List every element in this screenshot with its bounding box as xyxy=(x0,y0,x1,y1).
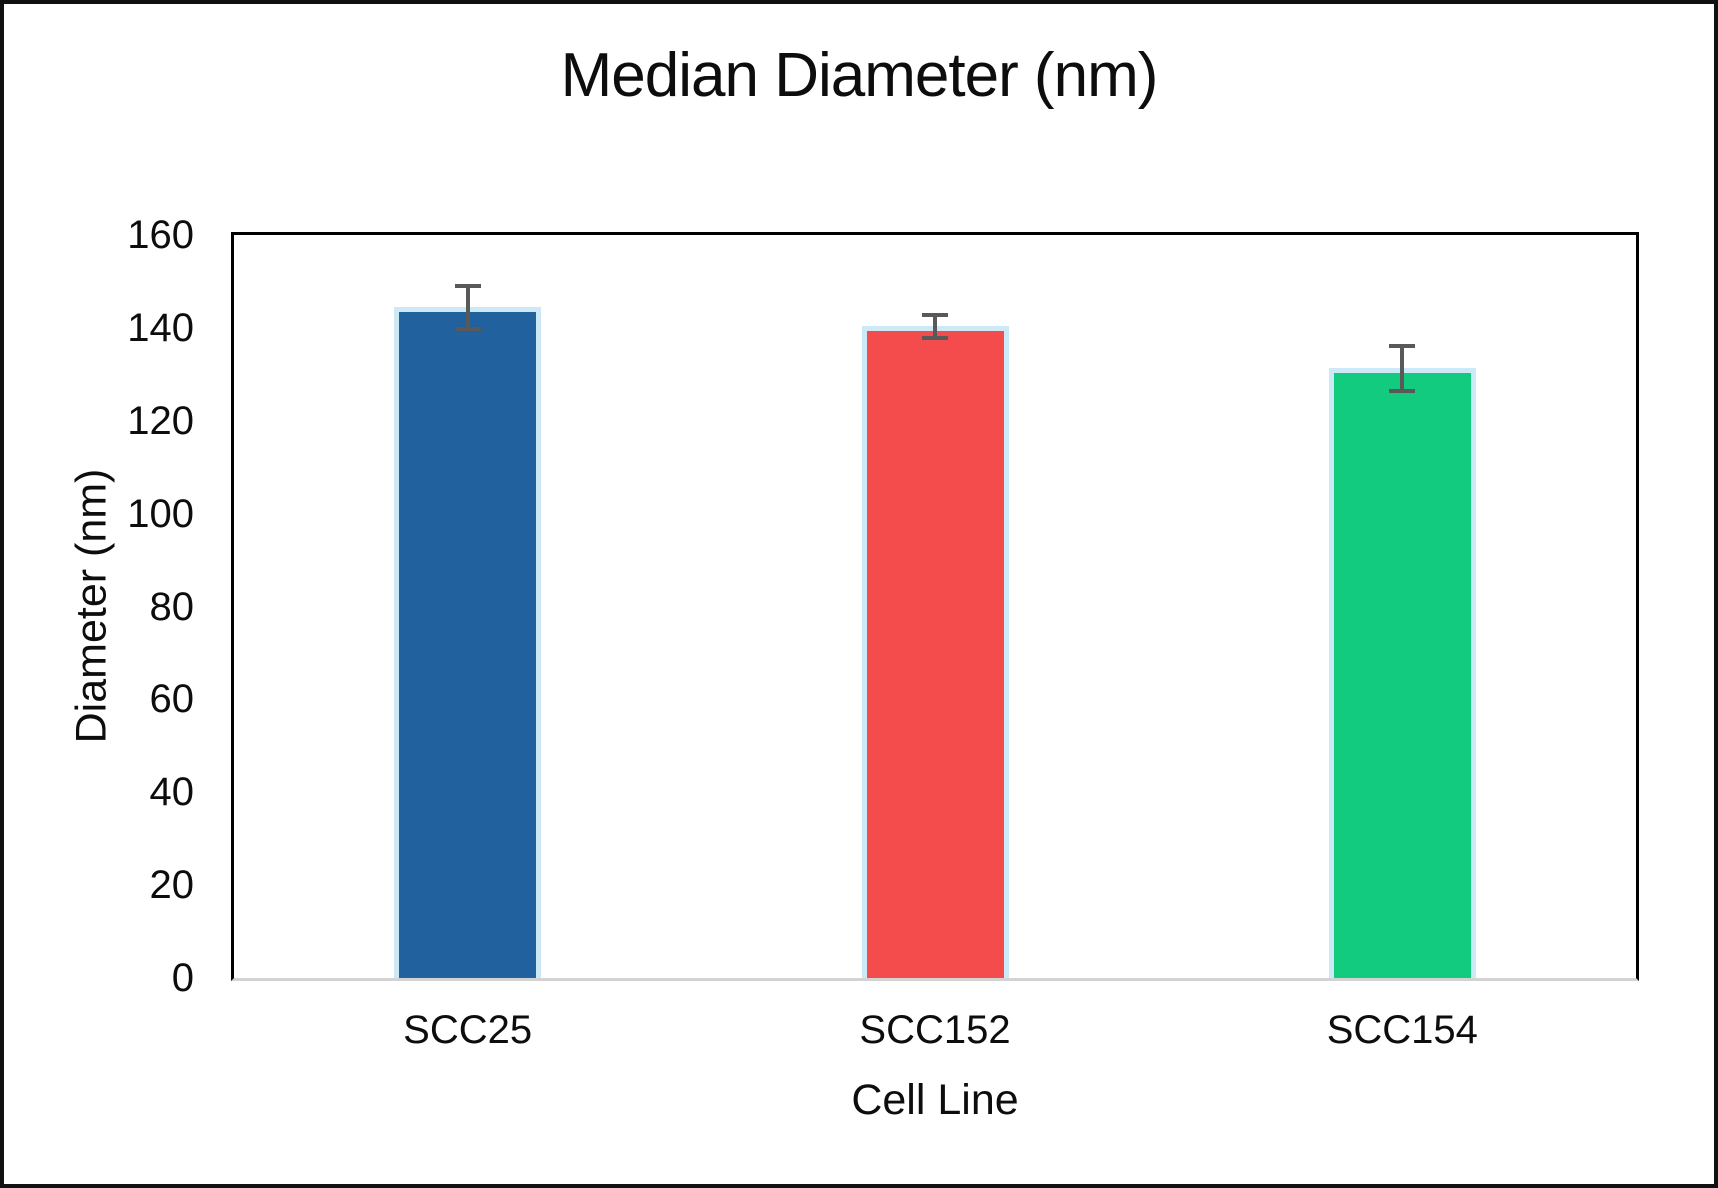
y-tick-label-160: 160 xyxy=(127,213,194,257)
x-tick-label-scc154: SCC154 xyxy=(1326,1008,1478,1052)
error-bar-line xyxy=(465,284,470,331)
error-bar-scc152 xyxy=(922,313,948,340)
plot-area xyxy=(231,232,1639,981)
error-bar-scc154 xyxy=(1389,343,1416,393)
y-tick-label-40: 40 xyxy=(149,770,195,815)
y-tick-label-0: 0 xyxy=(171,956,194,1000)
bar-scc154 xyxy=(1328,368,1476,978)
y-tick-label-140: 140 xyxy=(127,305,194,350)
x-tick-label-scc25: SCC25 xyxy=(403,1008,533,1052)
chart-title: Median Diameter (nm) xyxy=(560,41,1159,110)
error-bar-line xyxy=(933,313,937,340)
y-tick-label-80: 80 xyxy=(149,584,195,629)
y-tick-label-100: 100 xyxy=(127,491,194,536)
error-bar-scc25 xyxy=(454,284,481,331)
y-tick-label-20: 20 xyxy=(149,863,195,908)
bar-scc152 xyxy=(861,326,1009,978)
error-bar-line xyxy=(1400,343,1405,393)
y-tick-label-120: 120 xyxy=(127,398,194,443)
bar-scc25 xyxy=(394,307,542,978)
y-tick-label-60: 60 xyxy=(149,677,195,722)
x-tick-label-scc152: SCC152 xyxy=(859,1008,1011,1052)
x-axis-title: Cell Line xyxy=(851,1076,1019,1124)
